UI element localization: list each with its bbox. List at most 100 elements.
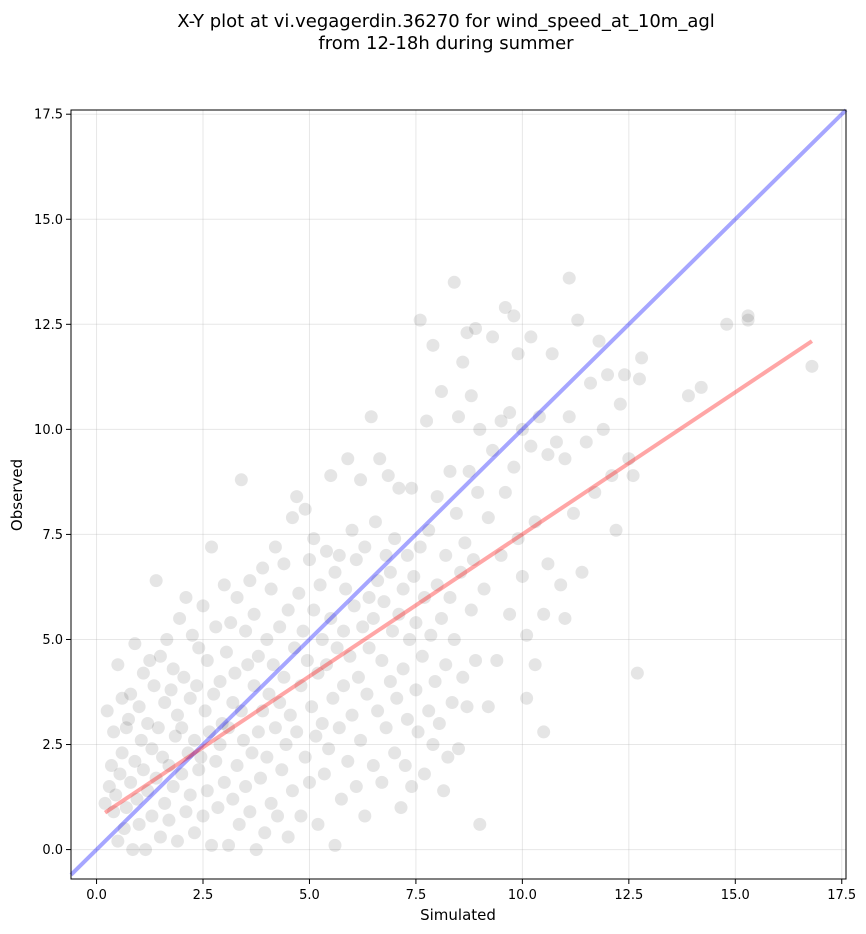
data-point <box>213 738 227 752</box>
data-point <box>462 464 476 478</box>
data-point <box>104 759 118 773</box>
data-point <box>260 750 274 764</box>
data-point <box>562 410 576 424</box>
data-point <box>275 763 289 777</box>
data-point <box>202 725 216 739</box>
data-point <box>466 553 480 567</box>
data-point <box>134 733 148 747</box>
data-point <box>805 359 819 373</box>
data-point <box>515 422 529 436</box>
data-point <box>288 641 302 655</box>
data-point <box>490 653 504 667</box>
data-point <box>315 717 329 731</box>
data-point <box>432 717 446 731</box>
data-point <box>422 523 436 537</box>
data-point <box>554 578 568 592</box>
data-point <box>358 809 372 823</box>
data-point <box>447 632 461 646</box>
data-point <box>337 679 351 693</box>
data-point <box>311 817 325 831</box>
data-point <box>309 729 323 743</box>
data-point <box>300 653 314 667</box>
data-point <box>452 410 465 424</box>
data-point <box>151 721 165 735</box>
y-tick-label: 0.0 <box>42 843 63 858</box>
y-tick-label: 12.5 <box>34 318 63 333</box>
data-point <box>100 704 114 718</box>
y-tick-label: 15.0 <box>34 213 63 228</box>
data-point <box>481 511 495 525</box>
data-point <box>313 578 327 592</box>
data-point <box>388 746 402 760</box>
data-point <box>283 708 297 722</box>
data-point <box>164 683 178 697</box>
data-point <box>381 469 395 483</box>
data-point <box>307 603 321 617</box>
data-point <box>339 582 353 596</box>
data-point <box>528 658 542 672</box>
data-point <box>311 666 325 680</box>
data-point <box>392 481 406 495</box>
data-point <box>424 628 438 642</box>
data-point <box>407 569 421 583</box>
data-point <box>302 553 316 567</box>
data-point <box>175 721 189 735</box>
data-point <box>109 788 123 802</box>
data-point <box>439 658 453 672</box>
data-point <box>532 410 546 424</box>
data-point <box>107 805 121 819</box>
grid <box>71 110 846 879</box>
data-point <box>471 485 485 499</box>
data-point <box>362 590 376 604</box>
x-axis: 0.0 2.5 5.0 7.5 10.0 12.5 15.0 17.5 <box>86 879 856 903</box>
data-point <box>224 616 238 630</box>
data-point <box>234 704 248 718</box>
data-point <box>292 586 306 600</box>
data-point <box>153 649 167 663</box>
data-point <box>390 691 404 705</box>
data-point <box>511 347 525 361</box>
data-point <box>486 330 500 344</box>
data-point <box>345 708 359 722</box>
data-point <box>396 662 410 676</box>
data-point <box>281 830 295 844</box>
data-point <box>347 599 361 613</box>
data-point <box>217 775 231 789</box>
data-point <box>158 696 172 710</box>
data-point <box>385 624 399 638</box>
data-point <box>396 582 410 596</box>
data-point <box>494 414 508 428</box>
data-point <box>584 376 598 390</box>
data-point <box>417 590 431 604</box>
data-point <box>260 632 274 646</box>
data-point <box>139 843 153 857</box>
data-point <box>351 670 365 684</box>
data-point <box>98 796 112 810</box>
data-point <box>371 574 385 588</box>
data-point <box>277 557 291 571</box>
data-point <box>222 838 236 852</box>
data-point <box>360 687 374 701</box>
data-point <box>205 838 219 852</box>
data-point <box>271 809 285 823</box>
data-point <box>273 696 287 710</box>
data-point <box>356 620 370 634</box>
data-point <box>541 557 555 571</box>
data-point <box>454 565 468 579</box>
data-point <box>458 536 472 550</box>
y-tick-label: 2.5 <box>42 738 63 753</box>
data-point <box>319 658 333 672</box>
data-point <box>107 725 121 739</box>
data-point <box>503 607 517 621</box>
data-point <box>166 662 180 676</box>
data-point <box>337 624 351 638</box>
data-point <box>179 805 193 819</box>
data-point <box>334 792 348 806</box>
data-point <box>302 775 316 789</box>
data-point <box>132 817 146 831</box>
data-point <box>413 540 427 554</box>
data-point <box>622 452 636 466</box>
data-point <box>194 750 208 764</box>
data-point <box>162 759 176 773</box>
